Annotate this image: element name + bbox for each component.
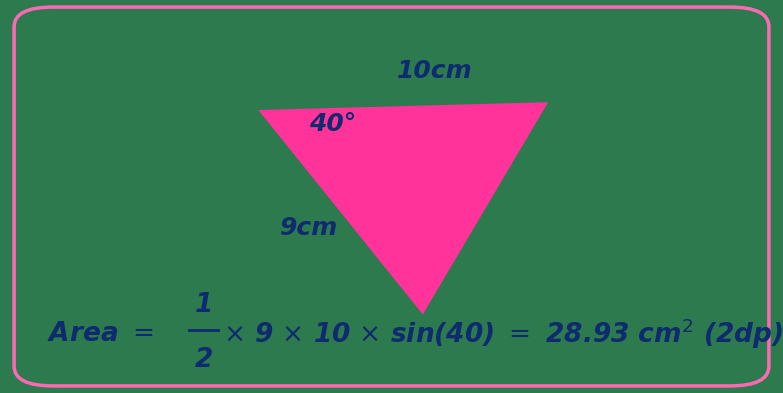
Text: 40°: 40° <box>309 112 356 136</box>
Text: 10cm: 10cm <box>397 59 472 83</box>
Text: $\times$ 9 $\times$ 10 $\times$ sin(40) $=$ 28.93 cm$^{2}$ (2dp): $\times$ 9 $\times$ 10 $\times$ sin(40) … <box>223 317 783 351</box>
Text: 9cm: 9cm <box>280 216 338 240</box>
Polygon shape <box>258 102 548 314</box>
FancyBboxPatch shape <box>14 7 769 386</box>
Text: 2: 2 <box>194 347 213 373</box>
Text: Area $=$: Area $=$ <box>47 321 153 347</box>
Text: 1: 1 <box>194 292 213 318</box>
